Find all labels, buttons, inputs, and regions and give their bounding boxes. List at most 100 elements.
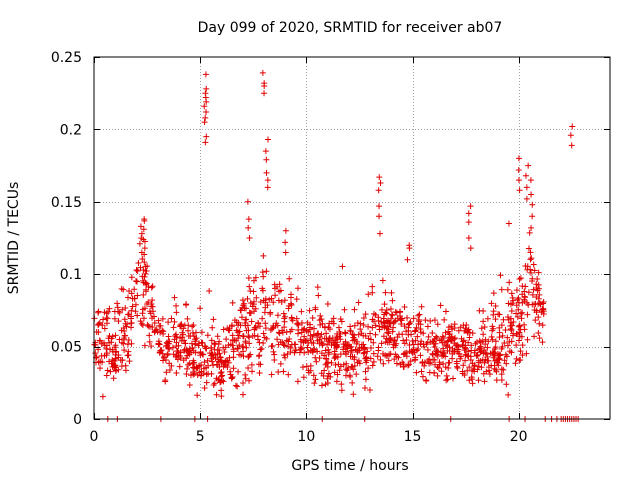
data-point [413,324,420,331]
data-point [536,300,543,307]
data-point [527,249,534,256]
data-point [459,341,466,348]
data-point [443,377,450,384]
data-point [351,362,358,369]
data-point [197,305,204,312]
data-point [238,314,245,321]
data-point [209,358,216,365]
data-point [183,301,190,308]
data-point [349,331,356,338]
data-point [211,341,218,348]
data-point [517,348,524,355]
data-point [310,372,317,379]
data-point [124,352,131,359]
data-point [534,276,541,283]
y-tick-label: 0.1 [60,267,82,283]
data-point [214,361,221,368]
data-point [515,299,522,306]
data-point [469,380,476,387]
data-point [245,327,252,334]
data-point [282,227,289,234]
data-point [413,347,420,354]
data-point [246,309,253,316]
data-point [288,301,295,308]
data-point [203,109,210,116]
data-point [250,301,257,308]
data-point [216,338,223,345]
data-point [376,326,383,333]
data-point [488,333,495,340]
data-point [162,356,169,363]
data-point [526,229,533,236]
data-point [376,213,383,220]
data-point [448,337,455,344]
data-point [367,345,374,352]
axis-ticks [94,57,610,420]
data-point [380,360,387,367]
data-point [498,377,505,384]
data-point [279,327,286,334]
data-point [379,277,386,284]
data-point [106,358,113,365]
data-point [132,301,139,308]
data-point [119,306,126,313]
data-point [274,312,281,319]
data-point [277,287,284,294]
data-point [319,342,326,349]
data-point [397,316,404,323]
data-point [125,337,132,344]
data-point [323,330,330,337]
data-point [312,306,319,313]
data-point [453,363,460,370]
data-point [267,310,274,317]
data-point [317,312,324,319]
data-point [475,357,482,364]
data-point [282,249,289,256]
data-point [126,358,133,365]
data-point [392,342,399,349]
data-point [110,375,117,382]
data-point [512,360,519,367]
data-point [403,353,410,360]
data-point [278,298,285,305]
data-point [421,359,428,366]
data-point [151,320,158,327]
data-point [382,352,389,359]
data-point [160,357,167,364]
data-point [498,286,505,293]
data-point [173,302,180,309]
data-point [438,368,445,375]
data-point [97,337,104,344]
data-point [324,380,331,387]
data-point [197,372,204,379]
data-point [114,304,121,311]
data-point [528,255,535,262]
data-point [418,368,425,375]
data-point [508,327,515,334]
data-point [206,287,213,294]
data-point [108,335,115,342]
data-point [284,351,291,358]
data-point [95,308,102,315]
data-point [443,372,450,379]
data-point [244,295,251,302]
data-point [406,245,413,252]
data-point [324,375,331,382]
data-point [177,322,184,329]
data-point [378,340,385,347]
data-point [503,360,510,367]
data-point [337,363,344,370]
data-point [229,342,236,349]
data-point [440,360,447,367]
data-point [507,325,514,332]
data-point [204,332,211,339]
data-point [246,340,253,347]
data-point [444,347,451,354]
data-point [309,349,316,356]
data-point [210,382,217,389]
data-point [294,320,301,327]
data-point [442,329,449,336]
data-point [445,359,452,366]
data-point [269,342,276,349]
data-point [189,323,196,330]
